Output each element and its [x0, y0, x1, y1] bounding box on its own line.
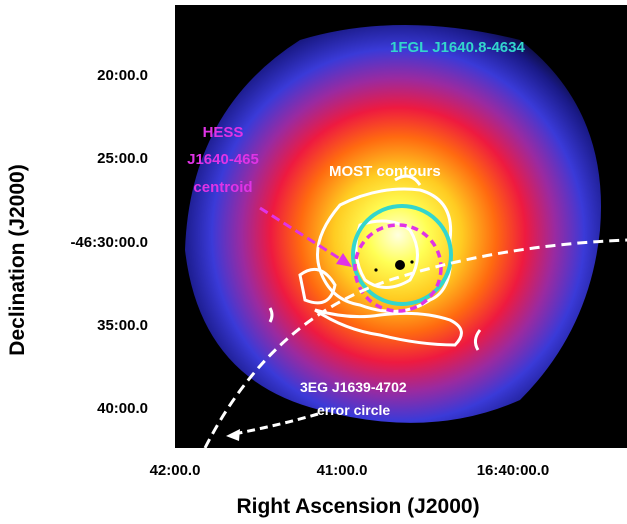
y-tick-40: 40:00.0	[97, 400, 148, 417]
most-label: MOST contours	[329, 163, 441, 180]
x-tick-42: 42:00.0	[150, 462, 201, 479]
y-axis-title: Declination (J2000)	[6, 164, 29, 355]
fermi-circle	[351, 204, 453, 306]
egret-label-line1: 3EG J1639-4702	[300, 379, 407, 395]
hess-label-line2: J1640-465	[187, 151, 259, 168]
egret-error-arc	[203, 238, 627, 449]
centroid-dot	[395, 260, 405, 270]
hess-arrow	[259, 206, 352, 267]
centroid-dot-small	[374, 268, 378, 272]
hess-label-line3: centroid	[193, 179, 252, 196]
hess-label-line1: HESS	[203, 124, 244, 141]
x-tick-40: 16:40:00.0	[477, 462, 550, 479]
most-contours	[268, 174, 482, 351]
y-tick-35: 35:00.0	[97, 317, 148, 334]
fermi-label: 1FGL J1640.8-4634	[390, 39, 525, 56]
x-axis-title: Right Ascension (J2000)	[236, 495, 479, 518]
hess-circle	[353, 223, 443, 313]
centroid-dot-small-2	[410, 260, 414, 264]
x-tick-41: 41:00.0	[317, 462, 368, 479]
x-tick-labels: 42:00.0 41:00.0 16:40:00.0	[150, 462, 550, 479]
y-tick-20: 20:00.0	[97, 67, 148, 84]
egret-arrow	[226, 412, 319, 441]
egret-label-line2: error circle	[317, 402, 390, 418]
y-tick-labels: 20:00.0 25:00.0 -46:30:00.0 35:00.0 40:0…	[70, 67, 148, 417]
y-tick-25: 25:00.0	[97, 150, 148, 167]
y-tick-30: -46:30:00.0	[70, 234, 148, 251]
